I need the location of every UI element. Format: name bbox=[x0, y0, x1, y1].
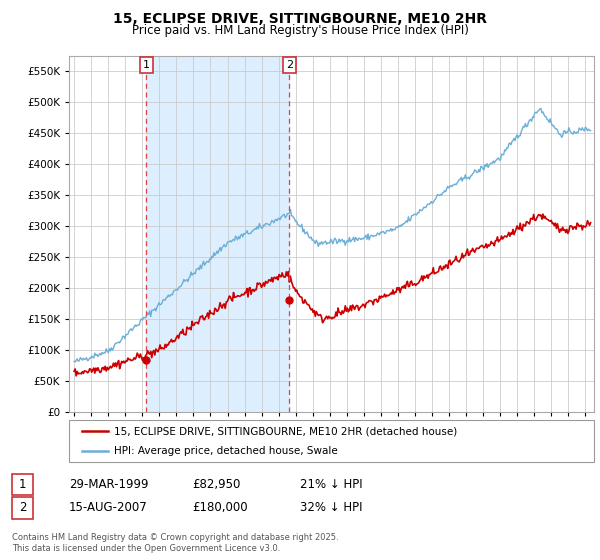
Text: 1: 1 bbox=[19, 478, 26, 491]
Text: HPI: Average price, detached house, Swale: HPI: Average price, detached house, Swal… bbox=[113, 446, 337, 456]
Text: £82,950: £82,950 bbox=[192, 478, 241, 491]
Text: 1: 1 bbox=[143, 60, 150, 70]
Text: 32% ↓ HPI: 32% ↓ HPI bbox=[300, 501, 362, 515]
Text: 2: 2 bbox=[286, 60, 293, 70]
Text: Contains HM Land Registry data © Crown copyright and database right 2025.
This d: Contains HM Land Registry data © Crown c… bbox=[12, 533, 338, 553]
Text: 21% ↓ HPI: 21% ↓ HPI bbox=[300, 478, 362, 491]
Text: £180,000: £180,000 bbox=[192, 501, 248, 515]
Text: Price paid vs. HM Land Registry's House Price Index (HPI): Price paid vs. HM Land Registry's House … bbox=[131, 24, 469, 36]
Text: 29-MAR-1999: 29-MAR-1999 bbox=[69, 478, 149, 491]
Text: 15, ECLIPSE DRIVE, SITTINGBOURNE, ME10 2HR: 15, ECLIPSE DRIVE, SITTINGBOURNE, ME10 2… bbox=[113, 12, 487, 26]
Text: 15-AUG-2007: 15-AUG-2007 bbox=[69, 501, 148, 515]
Text: 2: 2 bbox=[19, 501, 26, 515]
Bar bbox=[146, 56, 289, 412]
Text: 15, ECLIPSE DRIVE, SITTINGBOURNE, ME10 2HR (detached house): 15, ECLIPSE DRIVE, SITTINGBOURNE, ME10 2… bbox=[113, 426, 457, 436]
